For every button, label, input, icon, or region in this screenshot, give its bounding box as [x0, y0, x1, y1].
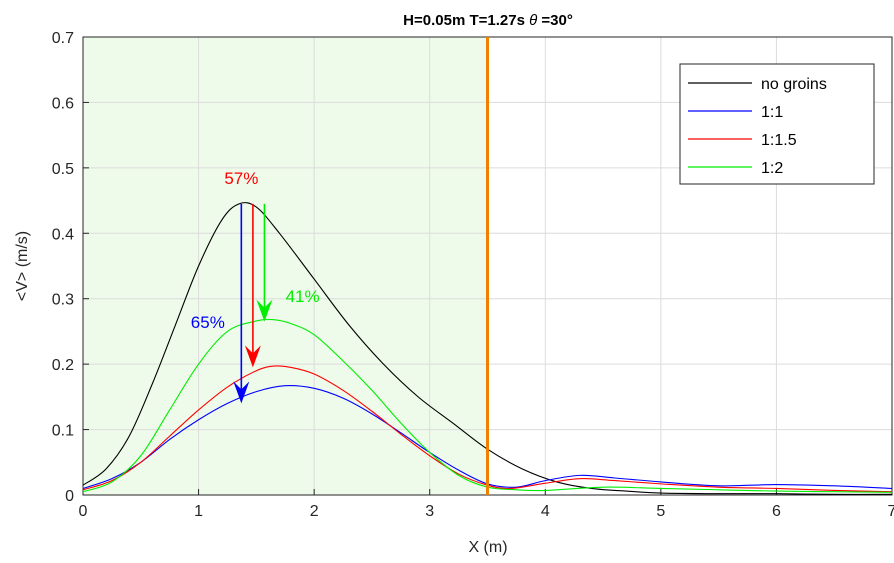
annotation-label: 65% — [191, 313, 225, 332]
x-tick-label: 3 — [425, 503, 434, 520]
y-tick-label: 0.4 — [52, 226, 74, 243]
y-tick-label: 0 — [65, 488, 74, 505]
series-line-2 — [82, 385, 893, 490]
y-tick-label: 0.5 — [52, 161, 74, 178]
y-tick-label: 0.1 — [52, 423, 74, 440]
x-tick-label: 2 — [310, 503, 319, 520]
legend-label: 1:1 — [761, 104, 783, 121]
chart-title: H=0.05m T=1.27s θ =30° — [403, 12, 573, 29]
series-line-3 — [82, 365, 893, 493]
legend-label: 1:2 — [761, 160, 783, 177]
x-tick-label: 4 — [541, 503, 550, 520]
y-tick-label: 0.6 — [52, 95, 74, 112]
annotation-label: 57% — [224, 169, 258, 188]
y-tick-label: 0.7 — [52, 30, 74, 47]
y-tick-label: 0.2 — [52, 357, 74, 374]
x-tick-label: 5 — [656, 503, 665, 520]
x-tick-label: 1 — [194, 503, 203, 520]
annotation-label: 41% — [286, 287, 320, 306]
series-line-1 — [82, 202, 893, 495]
x-axis-label: X (m) — [468, 539, 507, 556]
annotation-arrow-head — [233, 381, 250, 404]
annotation-arrow-head — [256, 299, 273, 322]
x-tick-label: 0 — [79, 503, 88, 520]
x-tick-label: 7 — [888, 503, 894, 520]
shaded-region — [83, 37, 488, 495]
legend: no groins 1:1 1:1.5 1:2 — [679, 63, 875, 185]
y-axis-label: <V> (m/s) — [14, 231, 31, 301]
legend-label: 1:1.5 — [761, 132, 797, 149]
x-tick-label: 6 — [772, 503, 781, 520]
legend-label: no groins — [761, 76, 827, 93]
legend-box — [679, 63, 875, 185]
series-line-4 — [82, 318, 893, 493]
y-tick-label: 0.3 — [52, 292, 74, 309]
annotation-arrow-head — [244, 345, 261, 368]
